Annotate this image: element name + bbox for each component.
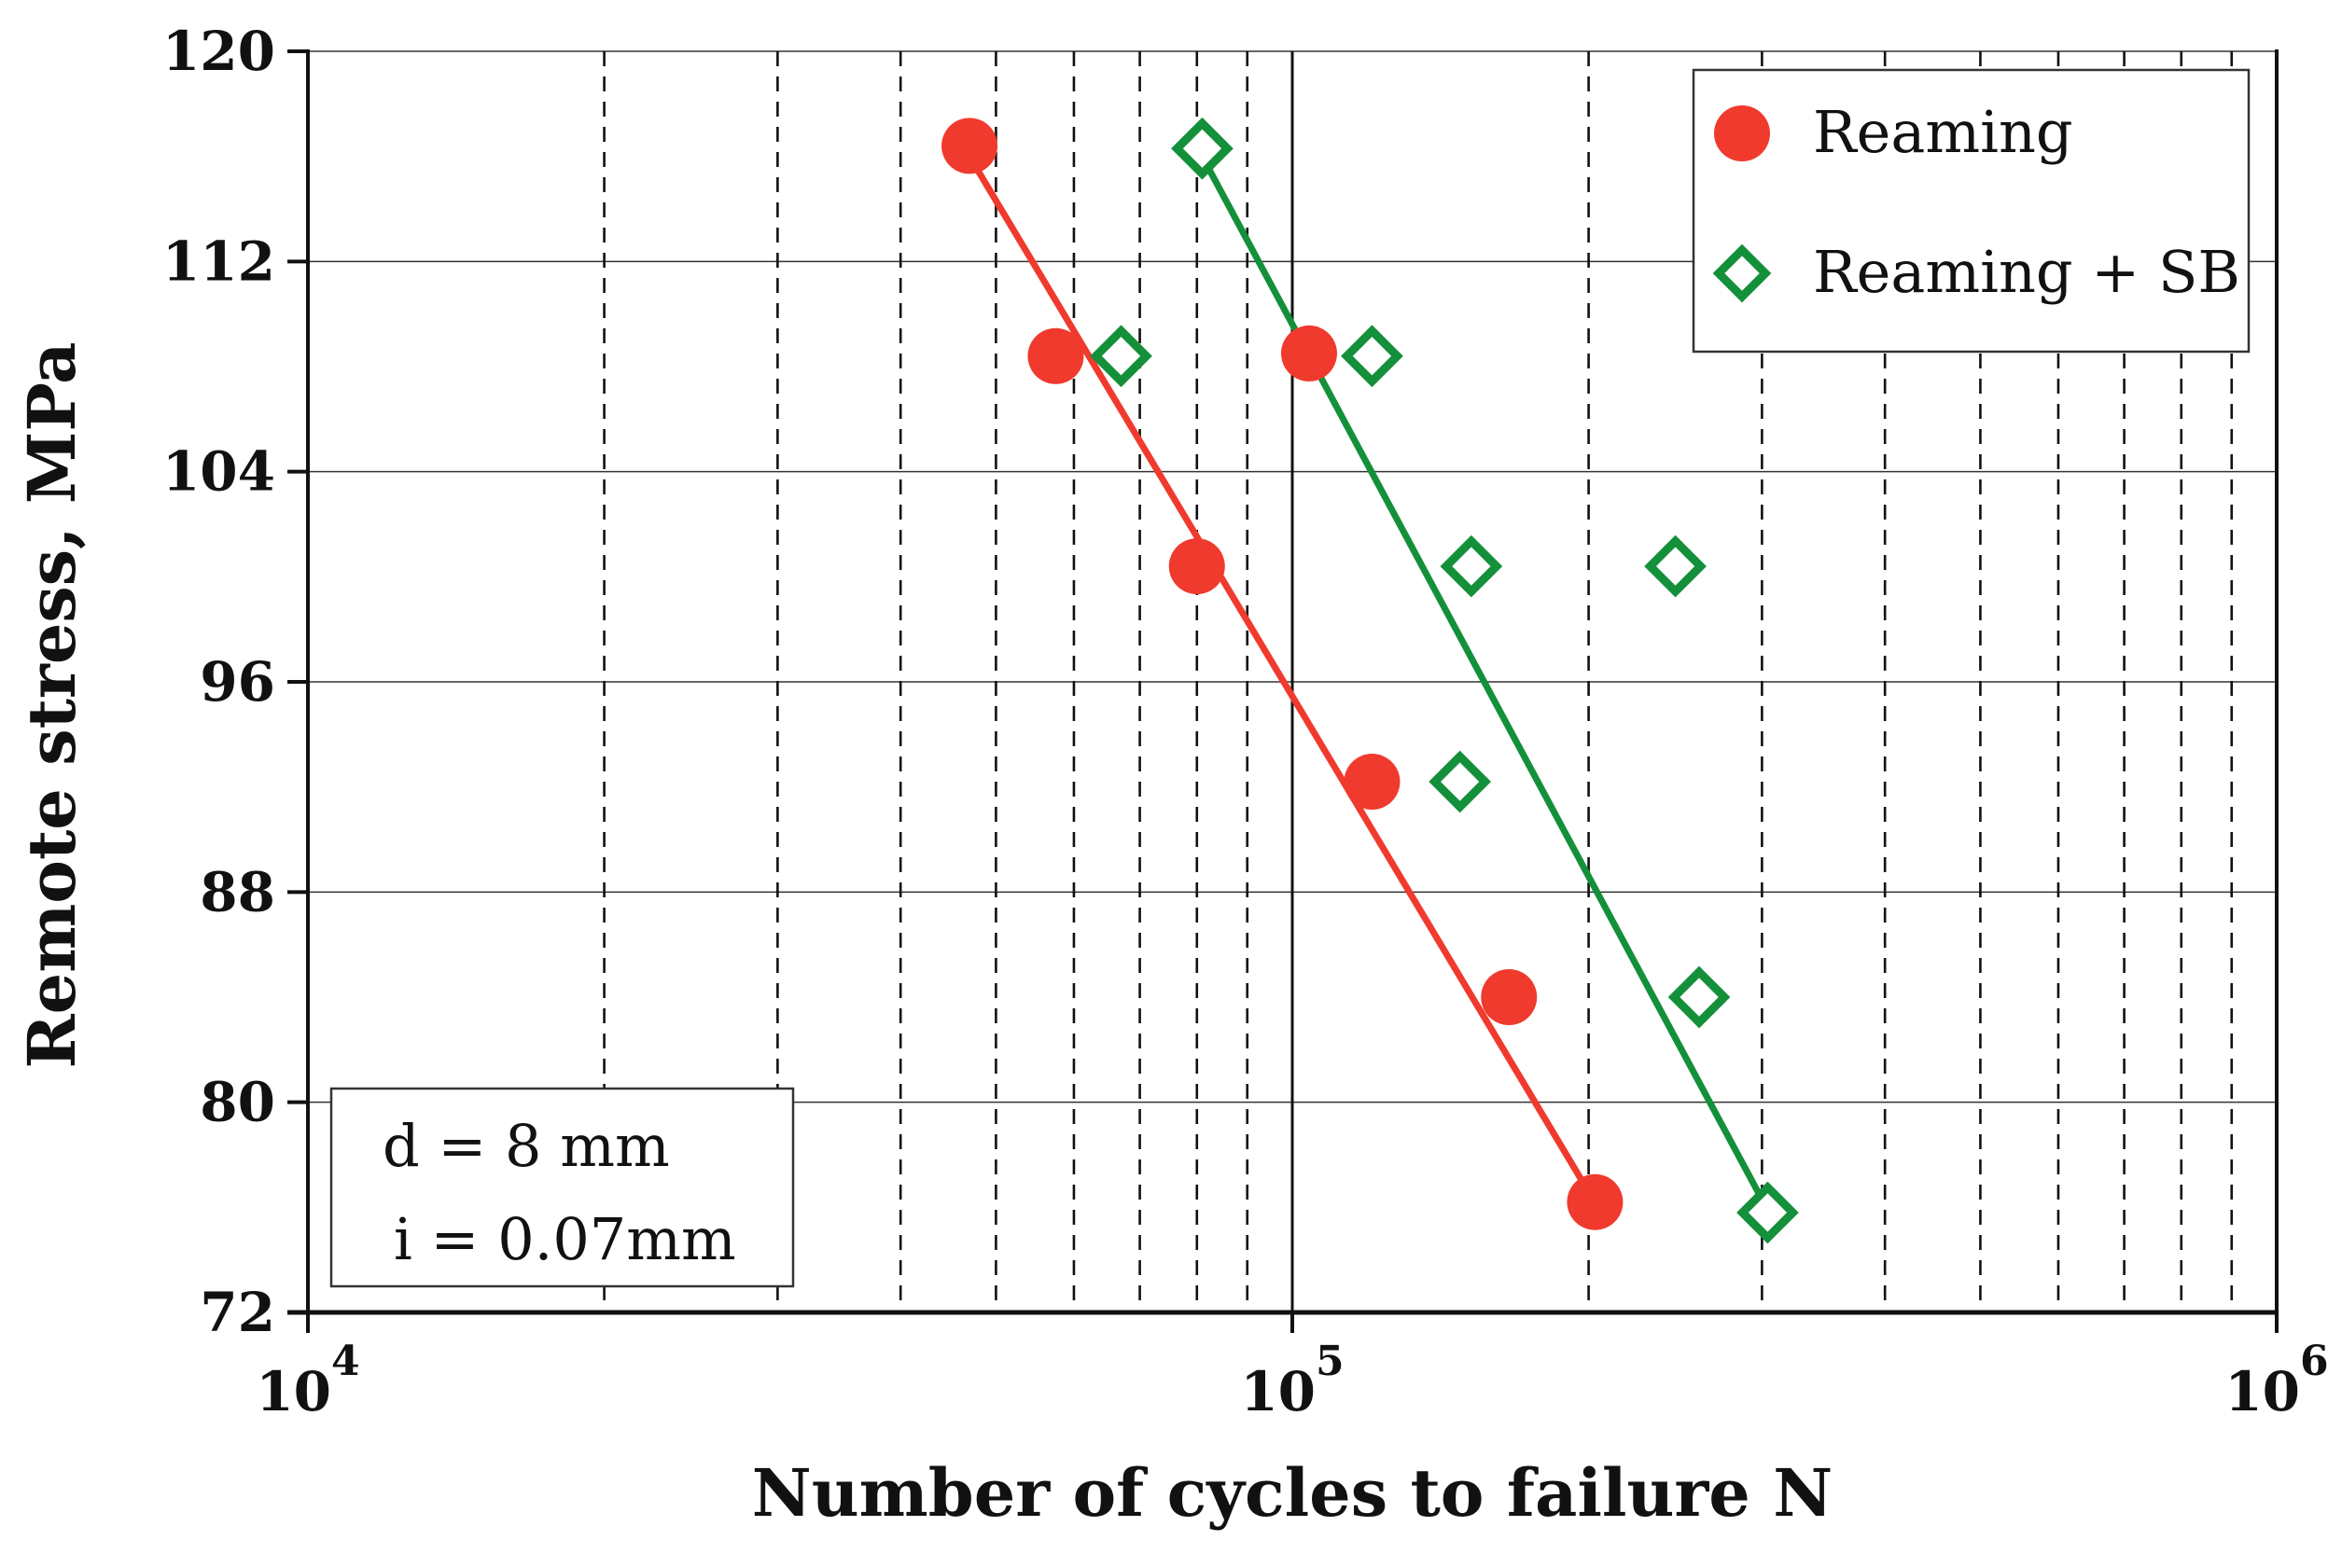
fit-lines-layer [967, 154, 1765, 1201]
x-tick-base: 10 [2224, 1360, 2300, 1423]
y-axis-title: Remote stress, MPa [13, 341, 91, 1068]
data-point-reaming-sb [1736, 1181, 1799, 1244]
data-point-reaming [1567, 1173, 1624, 1230]
data-point-reaming-sb [1090, 325, 1152, 388]
data-point-reaming [1027, 327, 1084, 384]
x-tick-label: 104 [256, 1338, 359, 1423]
parameter-annotation-box: d = 8 mm i = 0.07mm [329, 1087, 795, 1288]
legend-label-reaming-sb: Reaming + SB [1813, 238, 2240, 306]
x-tick-exponent: 6 [2300, 1338, 2329, 1385]
fit-line-reaming-sb [1199, 155, 1765, 1201]
legend-marker-reaming-sb [1712, 243, 1772, 303]
data-point-reaming-sb [1171, 117, 1234, 180]
y-tick-label: 80 [200, 1071, 275, 1134]
y-tick-label: 88 [200, 860, 275, 923]
y-tick-label: 112 [162, 229, 275, 293]
x-tick-base: 10 [1240, 1360, 1316, 1423]
x-tick-label: 106 [2224, 1338, 2328, 1423]
data-point-reaming-sb [1644, 534, 1707, 598]
x-tick-exponent: 5 [1316, 1338, 1345, 1385]
x-tick-label: 105 [1240, 1338, 1344, 1423]
data-point-reaming [1168, 538, 1225, 595]
data-point-reaming-sb [1429, 750, 1491, 813]
x-tick-exponent: 4 [331, 1338, 360, 1385]
data-point-reaming [941, 118, 998, 174]
annotation-box [329, 1087, 795, 1288]
data-point-reaming [1481, 969, 1538, 1025]
x-axis-title: Number of cycles to failure N [752, 1454, 1833, 1532]
y-tick-label: 72 [200, 1281, 275, 1344]
x-tick-base: 10 [256, 1360, 331, 1423]
y-tick-label: 96 [200, 650, 275, 714]
data-point-reaming [1344, 754, 1401, 811]
data-point-reaming-sb [1667, 965, 1731, 1029]
legend: Reaming Reaming + SB [1692, 68, 2251, 354]
legend-box [1692, 68, 2251, 354]
y-tick-label: 104 [162, 440, 275, 504]
data-point-reaming [1280, 325, 1337, 382]
annotation-line: i = 0.07mm [394, 1205, 736, 1273]
data-point-reaming-sb [1440, 534, 1503, 598]
data-point-reaming-sb [1341, 325, 1403, 388]
y-tick-label: 120 [162, 20, 275, 83]
data-points-layer [941, 117, 1799, 1244]
legend-marker-reaming [1714, 105, 1770, 161]
annotation-line: d = 8 mm [383, 1112, 670, 1180]
fit-line-reaming [967, 154, 1585, 1183]
legend-label-reaming: Reaming [1813, 98, 2073, 166]
